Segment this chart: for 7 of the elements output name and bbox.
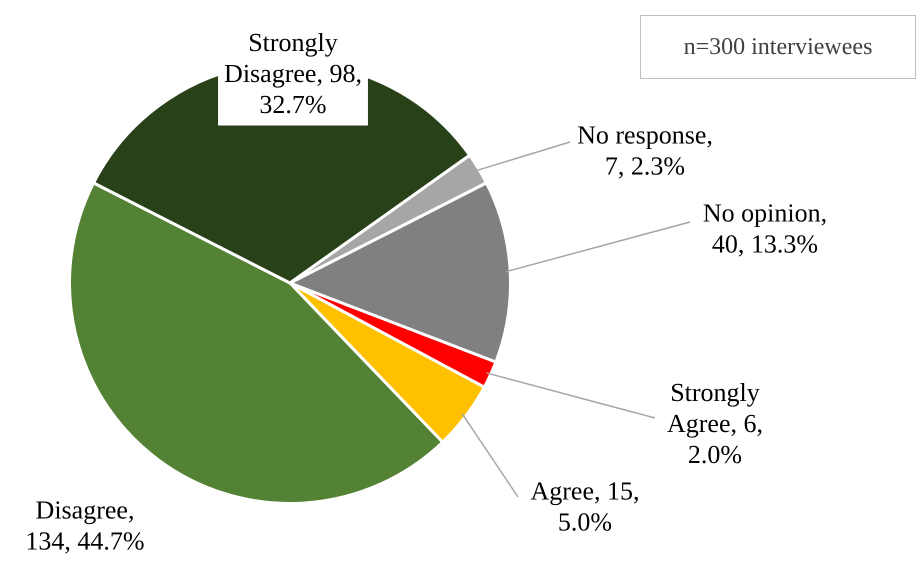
slice-label: No opinion, 40, 13.3% [702,198,828,258]
slice-label: Strongly Disagree, 98, 32.7% [224,28,362,119]
slice-label: Strongly Agree, 6, 2.0% [666,378,764,469]
slice-label: Agree, 15, 5.0% [530,476,640,536]
slice-label: No response, 7, 2.3% [577,120,713,180]
slice-label: Disagree, 134, 44.7% [25,495,145,556]
text: n=300 interviewees [640,15,916,79]
